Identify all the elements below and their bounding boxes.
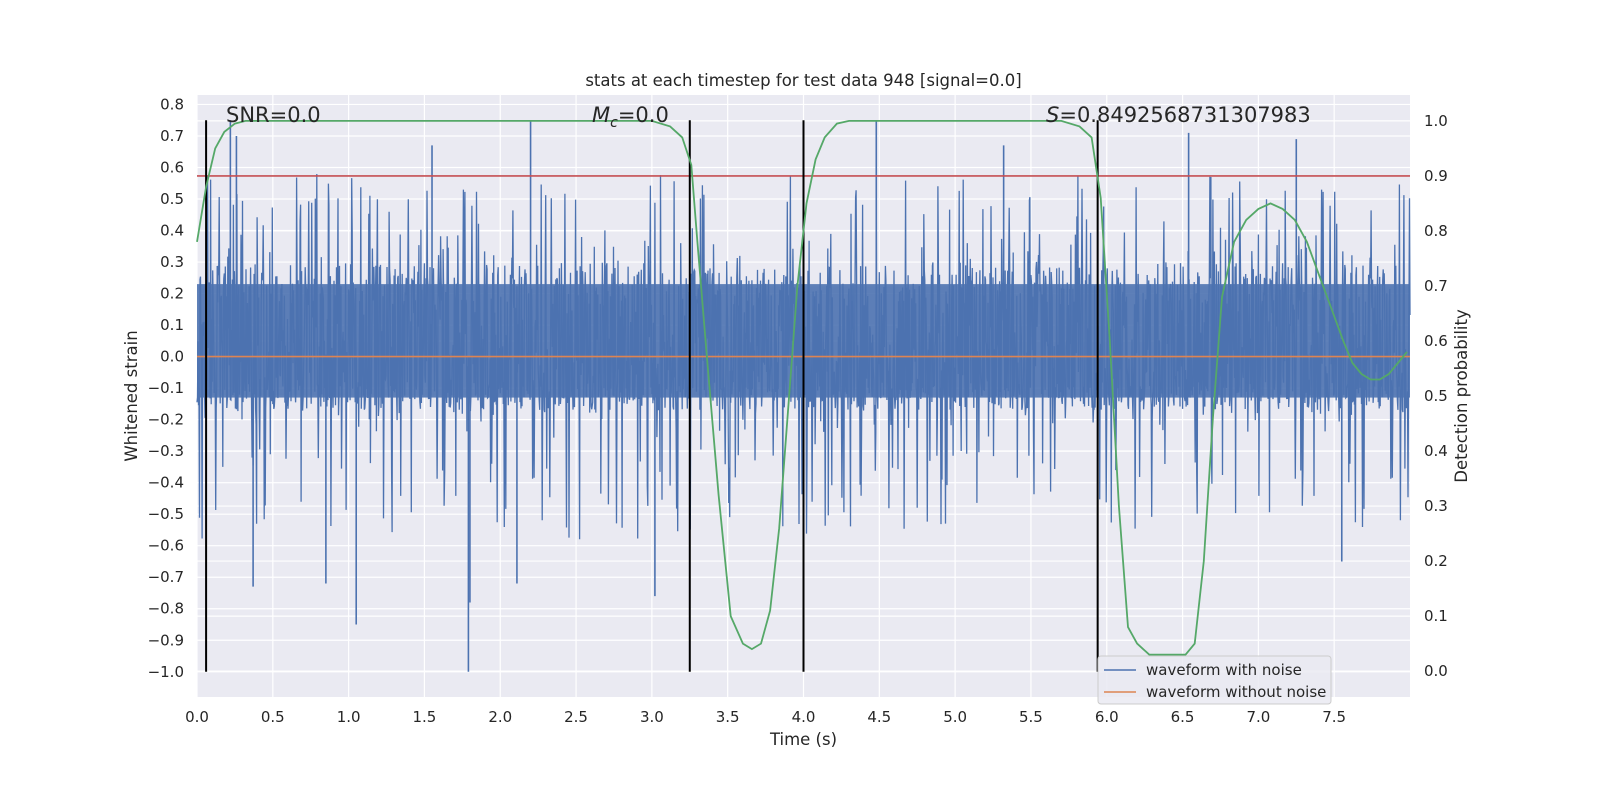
y-tick-label: 0.1 bbox=[160, 316, 184, 334]
axes-tick-labels: 0.0 0.5 1.0 1.5 2.0 2.5 3.0 3.5 4.0 4.5 5.0 5.5 6.0 6… bbox=[148, 95, 1448, 726]
x-tick-label: 5.0 bbox=[943, 708, 967, 726]
legend-label-clean: waveform without noise bbox=[1146, 683, 1326, 701]
y2-tick-label: 0.3 bbox=[1424, 497, 1448, 515]
y2-tick-label: 1.0 bbox=[1424, 112, 1448, 130]
y-tick-label: 0.8 bbox=[160, 95, 184, 113]
y-tick-label: −0.4 bbox=[148, 474, 184, 492]
x-tick-label: 7.5 bbox=[1322, 708, 1346, 726]
y-tick-label: −0.6 bbox=[148, 537, 184, 555]
x-tick-label: 2.0 bbox=[488, 708, 512, 726]
annotation-snr: SNR=0.0 bbox=[226, 103, 321, 127]
y2-tick-label: 0.2 bbox=[1424, 552, 1448, 570]
x-tick-label: 4.5 bbox=[867, 708, 891, 726]
y-axis-label: Whitened strain bbox=[122, 330, 141, 461]
x-tick-label: 5.5 bbox=[1019, 708, 1043, 726]
y-tick-label: −0.2 bbox=[148, 411, 184, 429]
x-tick-label: 7.0 bbox=[1246, 708, 1270, 726]
y-tick-label: −0.3 bbox=[148, 442, 184, 460]
annotation-s-value: =0.8492568731307983 bbox=[1059, 103, 1310, 127]
annotation-mc-symbol: M bbox=[592, 103, 610, 127]
legend-box bbox=[1097, 655, 1332, 705]
y2-tick-label: 0.4 bbox=[1424, 442, 1448, 460]
annotation-mc-subscript: c bbox=[610, 115, 618, 131]
y2-axis-label: Detection probability bbox=[1452, 309, 1471, 483]
y-tick-label: 0.6 bbox=[160, 158, 184, 176]
x-tick-label: 0.0 bbox=[185, 708, 209, 726]
y2-tick-label: 0.1 bbox=[1424, 607, 1448, 625]
annotation-s-statistic: S=0.8492568731307983 bbox=[1046, 103, 1311, 127]
x-tick-label: 1.5 bbox=[413, 708, 437, 726]
annotation-s-symbol: S bbox=[1046, 103, 1059, 127]
y-tick-label: −0.8 bbox=[148, 600, 184, 618]
x-tick-label: 3.0 bbox=[640, 708, 664, 726]
annotation-chirp-mass: Mc=0.0 bbox=[592, 103, 669, 131]
y-tick-label: 0.0 bbox=[160, 348, 184, 366]
chart-lines bbox=[196, 120, 1410, 672]
y-tick-label: −0.7 bbox=[148, 568, 184, 586]
y-tick-label: 0.3 bbox=[160, 253, 184, 271]
y-tick-label: −1.0 bbox=[148, 663, 184, 681]
x-tick-label: 6.0 bbox=[1095, 708, 1119, 726]
y-tick-label: 0.7 bbox=[160, 127, 184, 145]
x-tick-label: 0.5 bbox=[261, 708, 285, 726]
y2-tick-label: 0.8 bbox=[1424, 222, 1448, 240]
y2-tick-label: 0.7 bbox=[1424, 277, 1448, 295]
x-tick-label: 2.5 bbox=[564, 708, 588, 726]
y-tick-label: 0.5 bbox=[160, 190, 184, 208]
x-tick-label: 6.5 bbox=[1171, 708, 1195, 726]
y-tick-label: 0.4 bbox=[160, 222, 184, 240]
annotation-mc-value: =0.0 bbox=[618, 103, 669, 127]
x-tick-label: 1.0 bbox=[337, 708, 361, 726]
y-tick-label: 0.2 bbox=[160, 285, 184, 303]
legend-label-noise: waveform with noise bbox=[1146, 661, 1302, 679]
x-tick-label: 4.0 bbox=[792, 708, 816, 726]
y2-tick-label: 0.5 bbox=[1424, 387, 1448, 405]
y2-tick-label: 0.6 bbox=[1424, 332, 1448, 350]
y2-tick-label: 0.9 bbox=[1424, 167, 1448, 185]
x-tick-label: 3.5 bbox=[716, 708, 740, 726]
x-axis-label: Time (s) bbox=[769, 730, 837, 749]
y-tick-label: −0.1 bbox=[148, 379, 184, 397]
y2-tick-label: 0.0 bbox=[1424, 662, 1448, 680]
y-tick-label: −0.9 bbox=[148, 631, 184, 649]
series-detection-probability bbox=[196, 120, 1408, 656]
chart-title: stats at each timestep for test data 948… bbox=[585, 71, 1021, 90]
legend: waveform with noise waveform without noi… bbox=[1097, 655, 1332, 705]
y-tick-label: −0.5 bbox=[148, 505, 184, 523]
